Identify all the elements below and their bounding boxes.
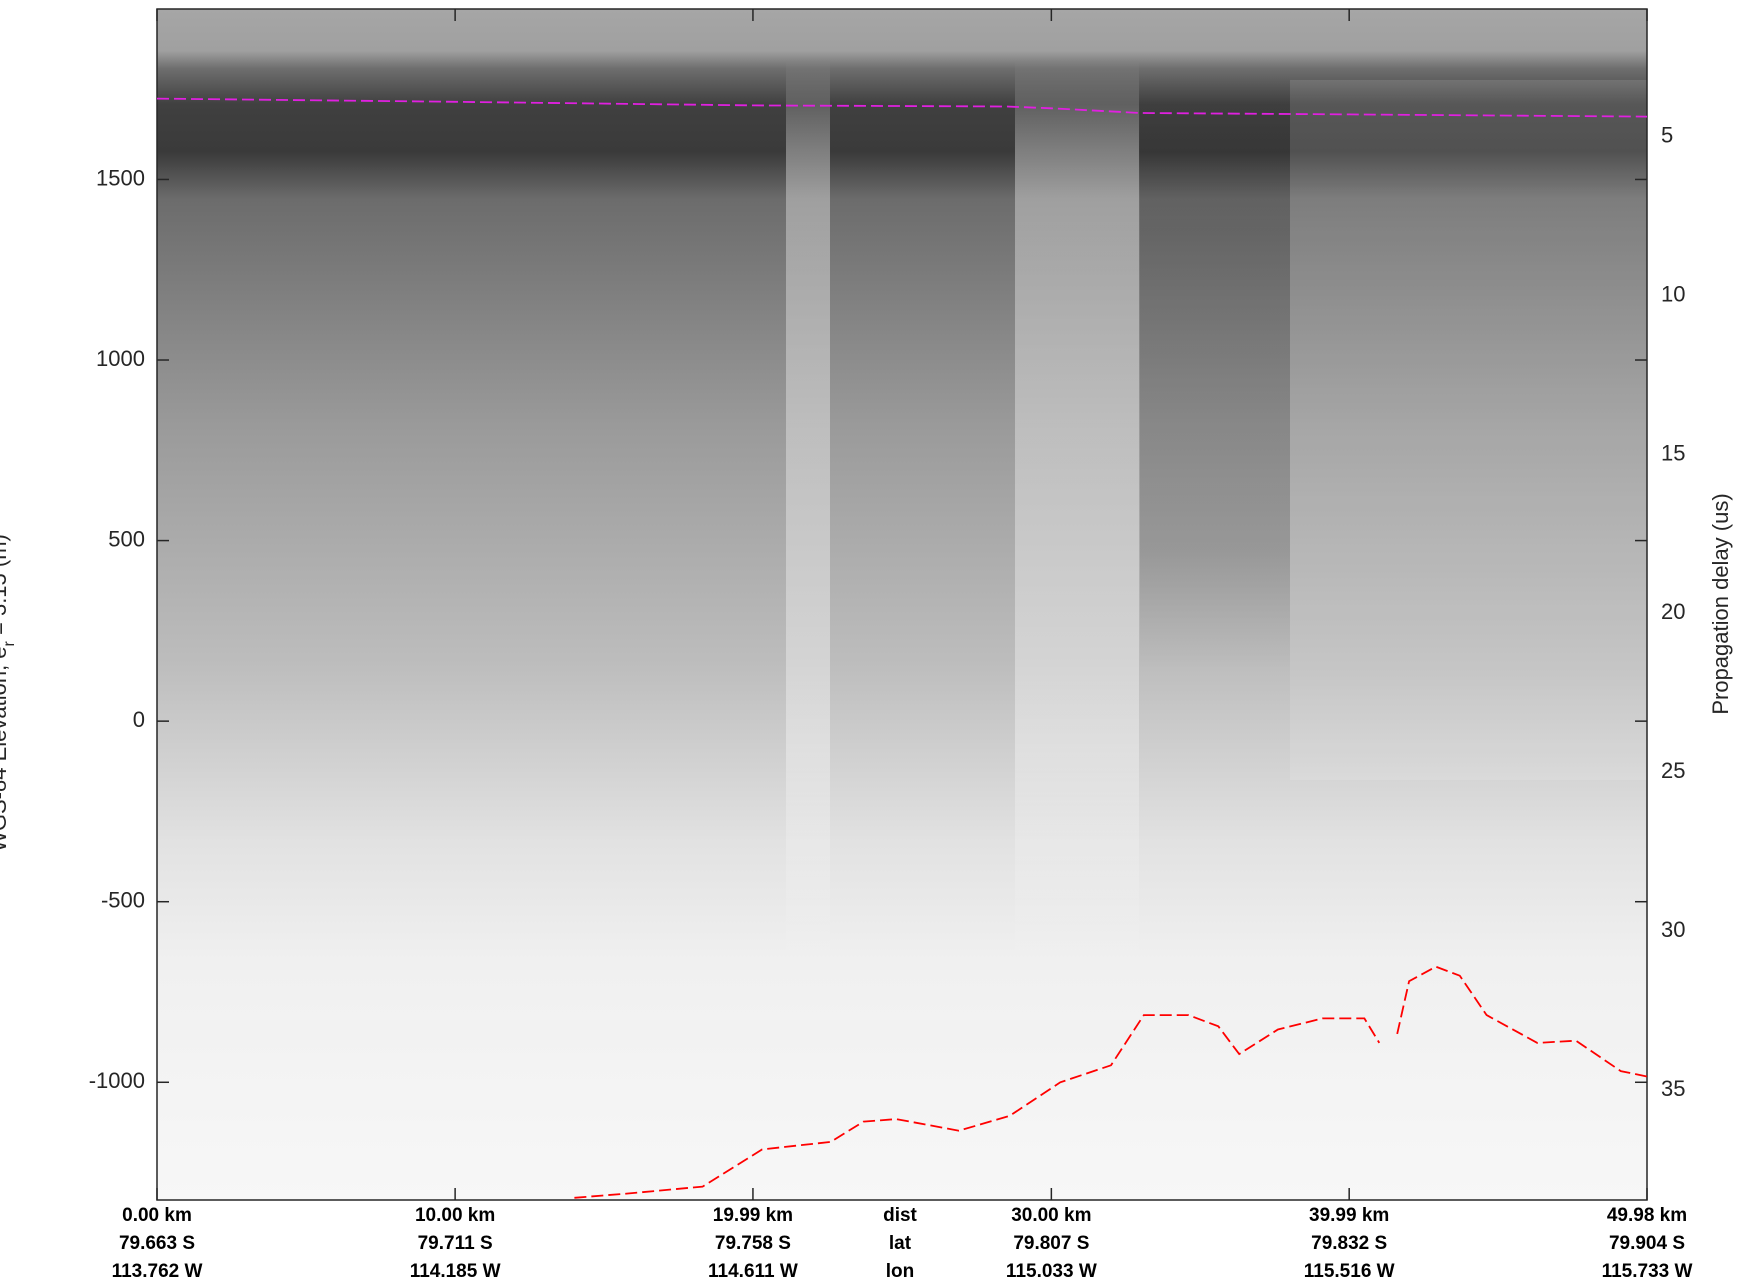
- y-tick-label: 1500: [96, 165, 145, 190]
- lon-label: 115.516 W: [1304, 1261, 1395, 1280]
- y2-tick-label: 10: [1661, 281, 1685, 306]
- y-tick-label: 500: [108, 526, 145, 551]
- y2-tick-label: 20: [1661, 599, 1685, 624]
- y-tick-label: -500: [101, 888, 145, 913]
- echogram-image: [156, 8, 1648, 1201]
- lat-label: 79.758 S: [715, 1233, 791, 1254]
- series-line: [574, 965, 1648, 1199]
- lon-label: 114.185 W: [410, 1261, 501, 1280]
- y-axis-label: WGS-84 Elevation, er = 3.15 (m): [0, 534, 18, 852]
- row-name: lat: [889, 1233, 912, 1254]
- lon-label: 115.033 W: [1006, 1261, 1097, 1280]
- series-line: [156, 97, 1648, 118]
- y2-tick-label: 5: [1661, 123, 1673, 148]
- lon-label: 114.611 W: [708, 1261, 798, 1280]
- y2-tick-label: 15: [1661, 440, 1685, 465]
- y2-tick-label: 30: [1661, 917, 1685, 942]
- x-tick-label: 10.00 km: [415, 1205, 495, 1226]
- y2-tick-label: 35: [1661, 1076, 1685, 1101]
- x-tick-label: 19.99 km: [713, 1205, 793, 1226]
- row-name: dist: [883, 1205, 917, 1226]
- lat-label: 79.807 S: [1013, 1233, 1089, 1254]
- lat-label: 79.663 S: [119, 1233, 195, 1254]
- x-tick-label: 39.99 km: [1309, 1205, 1389, 1226]
- lon-label: 115.733 W: [1602, 1261, 1693, 1280]
- y2-tick-label: 25: [1661, 758, 1685, 783]
- y-tick-label: -1000: [89, 1068, 145, 1093]
- x-tick-label: 30.00 km: [1011, 1205, 1091, 1226]
- lon-label: 113.762 W: [112, 1261, 203, 1280]
- row-name: lon: [886, 1261, 915, 1280]
- y-tick-label: 1000: [96, 346, 145, 371]
- lat-label: 79.711 S: [418, 1233, 493, 1254]
- y2-axis-label: Propagation delay (us): [1708, 493, 1733, 714]
- y-tick-label: 0: [133, 707, 145, 732]
- x-tick-label: 49.98 km: [1607, 1205, 1687, 1226]
- lat-label: 79.832 S: [1311, 1233, 1387, 1254]
- lat-label: 79.904 S: [1609, 1233, 1685, 1254]
- x-tick-label: 0.00 km: [122, 1205, 192, 1226]
